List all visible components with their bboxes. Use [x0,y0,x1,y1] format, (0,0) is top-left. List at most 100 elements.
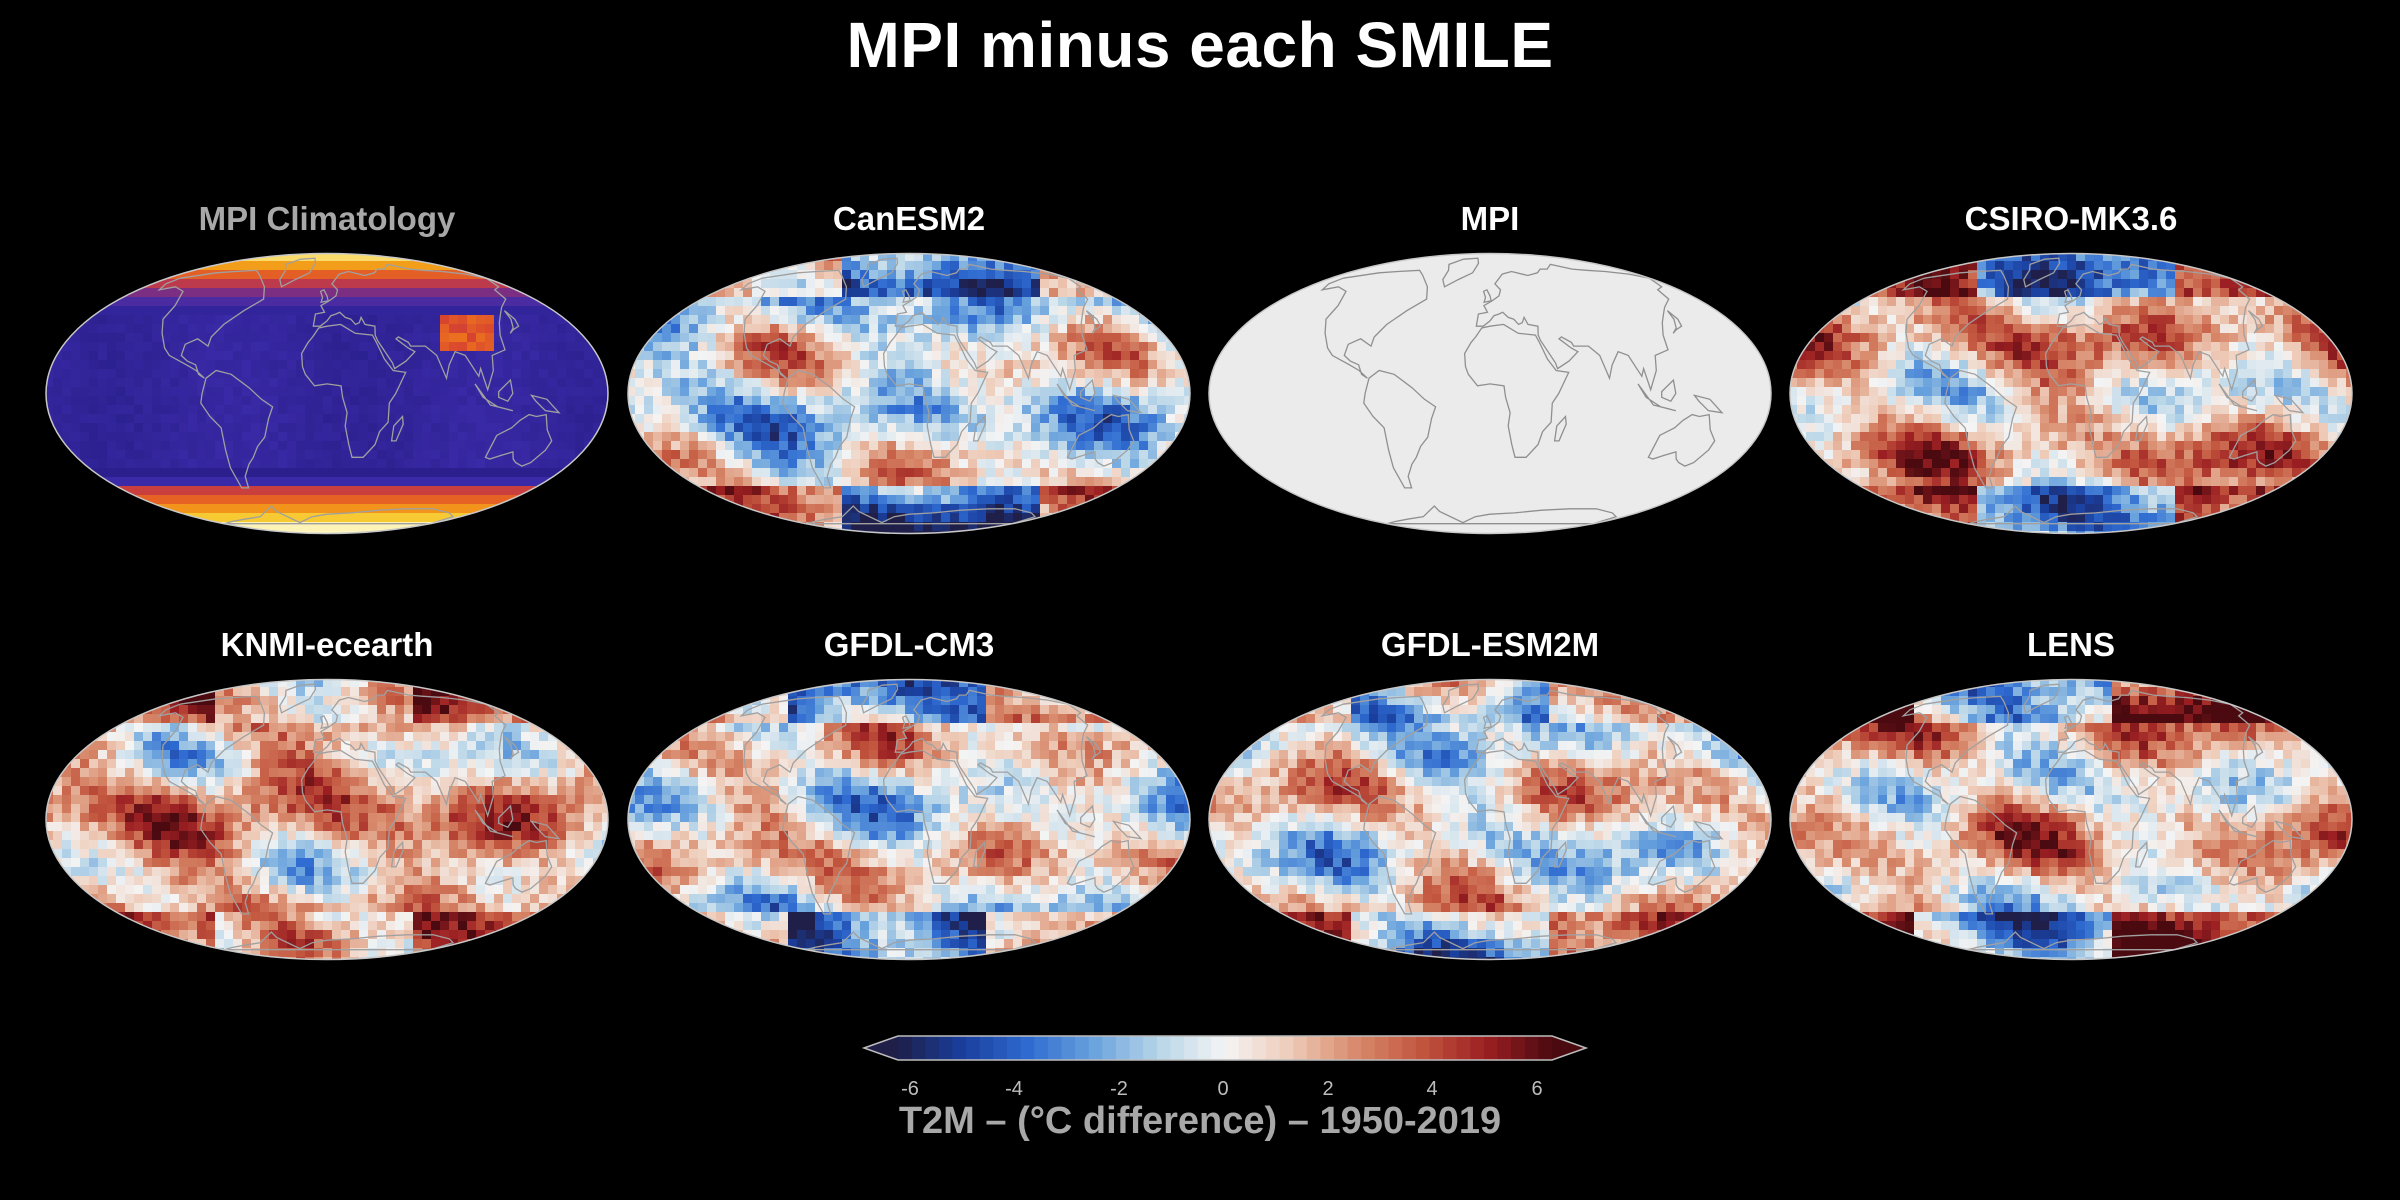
colorbar-tick: 0 [1217,1078,1229,1100]
colorbar-segment [1279,1036,1294,1060]
coastline [2134,414,2148,442]
coastline [2273,394,2305,414]
colorbar-segment [1443,1036,1458,1060]
world-map-difference [627,678,1191,961]
coastline [861,683,899,714]
coastline [782,795,856,915]
panel-lens: LENS [1788,626,2354,966]
coastline [1647,839,1716,893]
panel-title: CSIRO-MK3.6 [1964,200,2178,237]
coastline [2247,736,2264,760]
coastline [2063,288,2073,304]
coastline [503,736,520,760]
coastline [1386,505,1618,525]
panel-title: KNMI-ecearth [220,626,434,663]
map-outline [627,252,1191,535]
coastline [882,749,989,884]
world-map-difference [45,678,609,961]
coastline [279,257,317,288]
colorbar-segment [1102,1036,1117,1060]
coastline [529,394,561,414]
panel-title: LENS [2026,626,2115,663]
coastline [882,323,989,458]
coastline [484,413,553,467]
coastline [300,749,407,884]
coastline [972,840,986,868]
world-map-climatology [45,252,609,535]
colorbar-segment [1156,1036,1171,1060]
map-outline [45,252,609,535]
coastline [1666,310,1683,334]
coastline [2044,749,2151,884]
panel-title: MPI [1460,200,1520,237]
colorbar-tick: 2 [1322,1078,1334,1100]
coastline [739,269,848,379]
coastline [1666,736,1683,760]
coastline [1482,288,1492,304]
coastline [223,931,455,951]
coastline [1085,736,1102,760]
coastline [200,369,274,489]
panel-title: GFDL-ESM2M [1380,626,1600,663]
coastline [390,414,404,442]
coastline [1944,369,2018,489]
coastline [861,257,899,288]
coastline [1442,683,1480,714]
colorbar-segment [1483,1036,1498,1060]
coastline [390,840,404,868]
colorbar-extend-low [864,1036,898,1060]
map-outline [1208,252,1772,535]
world-map-difference [1789,252,2353,535]
colorbar-tick: 6 [1531,1078,1543,1100]
world-map-difference [1208,678,1772,961]
coastline [805,931,1037,951]
colorbar-segment [1497,1036,1512,1060]
coastline [1661,804,1677,829]
colorbar-segment [1415,1036,1430,1060]
coastline [2056,689,2251,818]
colorbar-segment [1511,1036,1526,1060]
colorbar-segment [1225,1036,1240,1060]
colorbar-segment [938,1036,953,1060]
panel-mpi: MPI [1207,200,1773,540]
colorbar-segment [1238,1036,1253,1060]
coastline [498,804,514,829]
figure-title: MPI minus each SMILE [846,9,1554,81]
coastline [1080,804,1096,829]
coastline [319,714,329,730]
colorbar-tick: 4 [1426,1078,1438,1100]
coastline [2218,383,2258,412]
colorbar-segment [952,1036,967,1060]
coastline [1944,795,2018,915]
map-outline [1789,678,2353,961]
coastline [200,795,274,915]
colorbar-segment [1088,1036,1103,1060]
coastline [2063,714,2073,730]
colorbar-segment [1320,1036,1335,1060]
colorbar-segment [1034,1036,1049,1060]
coastline [529,820,561,840]
coastline [1463,749,1570,884]
coastline [1066,839,1135,893]
colorbar-segment [1252,1036,1267,1060]
colorbar-segment [1361,1036,1376,1060]
colorbar-segment [898,1036,913,1060]
coastline [2247,310,2264,334]
map-outline [627,678,1191,961]
colorbar-segment [1524,1036,1539,1060]
colorbar-segment [1129,1036,1144,1060]
colorbar-tick: -4 [1005,1078,1023,1100]
coastline [901,288,911,304]
colorbar-segment [925,1036,940,1060]
coastline [484,839,553,893]
coastline [1692,820,1724,840]
coastline [1363,795,1437,915]
coastline [1647,413,1716,467]
coastline [1080,378,1096,403]
panel-title: MPI Climatology [198,200,456,237]
coastline [894,263,1089,392]
panel-canesm2: CanESM2 [626,200,1192,540]
world-map-difference [1789,678,2353,961]
coastline [1111,820,1143,840]
coastline [157,695,266,805]
